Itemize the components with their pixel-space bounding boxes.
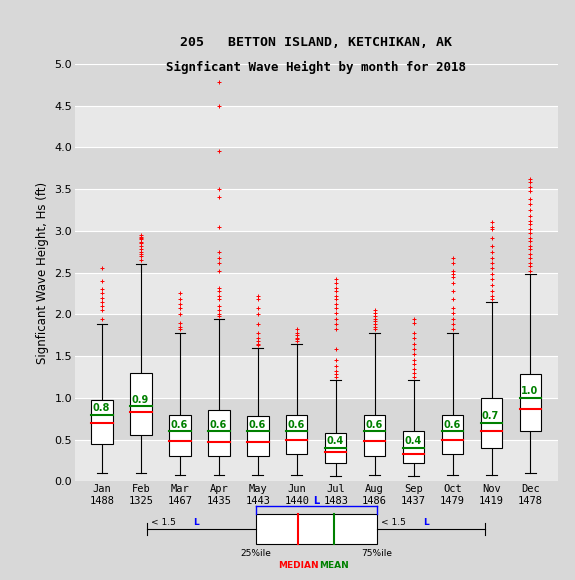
- Bar: [75, 189, 558, 231]
- Text: 0.6: 0.6: [248, 419, 266, 430]
- Bar: [169, 415, 191, 456]
- Bar: [75, 440, 558, 481]
- Text: 25%ile: 25%ile: [240, 549, 271, 557]
- Bar: [75, 106, 558, 147]
- Text: Signficant Wave Height by month for 2018: Signficant Wave Height by month for 2018: [166, 61, 466, 74]
- Y-axis label: Signficant Wave Height, Hs (ft): Signficant Wave Height, Hs (ft): [36, 182, 49, 364]
- Text: 1.0: 1.0: [521, 386, 538, 396]
- Text: 0.8: 0.8: [93, 403, 110, 413]
- Text: MEDIAN: MEDIAN: [278, 561, 319, 570]
- Text: 205   BETTON ISLAND, KETCHIKAN, AK: 205 BETTON ISLAND, KETCHIKAN, AK: [180, 37, 453, 49]
- Text: L: L: [423, 518, 429, 527]
- Bar: [364, 415, 385, 456]
- Text: 0.6: 0.6: [288, 419, 305, 430]
- Bar: [208, 411, 229, 456]
- Bar: [247, 416, 269, 456]
- Text: 0.4: 0.4: [404, 436, 421, 447]
- Bar: [91, 400, 113, 444]
- Bar: [481, 398, 502, 448]
- Bar: [75, 273, 558, 314]
- Text: 0.9: 0.9: [132, 394, 149, 405]
- Bar: [403, 432, 424, 463]
- Text: 0.6: 0.6: [365, 419, 382, 430]
- Text: 75%ile: 75%ile: [361, 549, 392, 557]
- Text: 0.6: 0.6: [209, 419, 227, 430]
- Bar: [520, 375, 541, 432]
- Bar: [75, 356, 558, 398]
- Bar: [325, 433, 347, 463]
- Text: L: L: [193, 518, 200, 527]
- Bar: [131, 373, 152, 436]
- Text: L: L: [313, 495, 319, 506]
- Text: < 1.5: < 1.5: [151, 518, 179, 527]
- Bar: [286, 415, 308, 454]
- Text: 0.6: 0.6: [170, 419, 187, 430]
- Bar: [442, 415, 463, 454]
- Text: < 1.5: < 1.5: [381, 518, 408, 527]
- Text: 0.6: 0.6: [443, 419, 461, 430]
- Text: MEAN: MEAN: [320, 561, 349, 570]
- Text: 0.7: 0.7: [482, 411, 499, 421]
- Text: 0.4: 0.4: [326, 436, 343, 447]
- Bar: [256, 514, 377, 544]
